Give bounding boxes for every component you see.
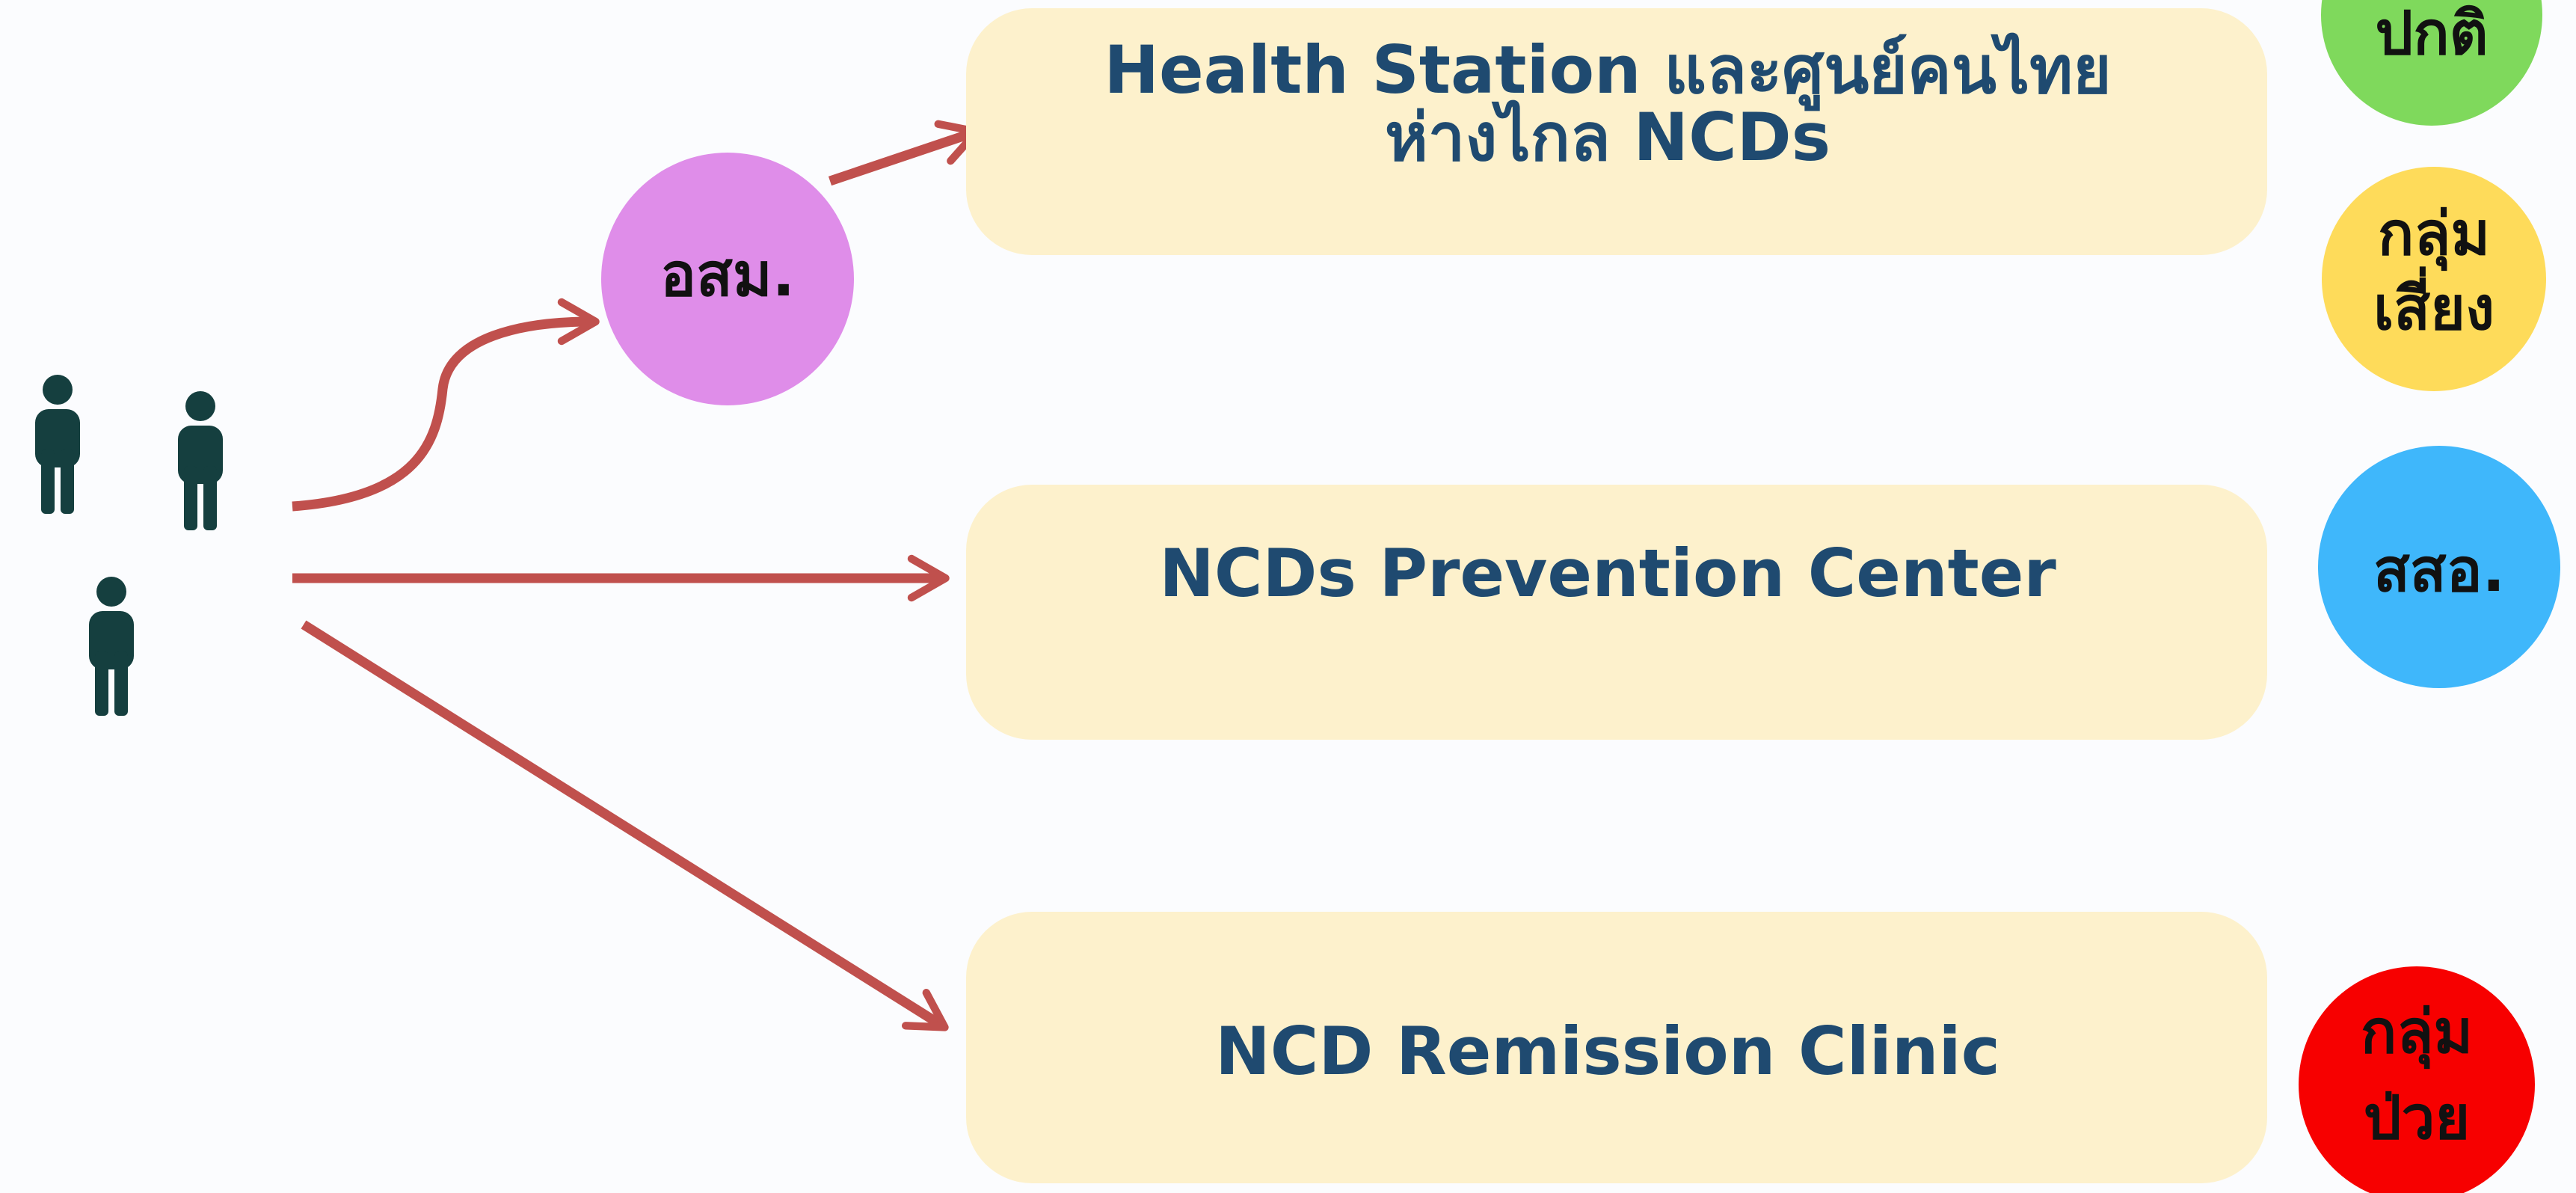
badge-label: สสอ. xyxy=(2373,536,2505,605)
badge xyxy=(2318,446,2560,688)
badge xyxy=(2299,966,2535,1193)
badge xyxy=(2322,167,2546,391)
person-icon xyxy=(35,375,80,514)
arrow xyxy=(292,298,600,512)
badge-label: กลุ่ม xyxy=(2361,997,2473,1070)
badge-label: เสี่ยง xyxy=(2373,266,2494,343)
box-text: NCDs Prevention Center xyxy=(1159,535,2056,612)
person-icon xyxy=(89,577,134,716)
service-box xyxy=(966,8,2267,255)
person-icon xyxy=(178,391,223,530)
badge-label: ป่วย xyxy=(2364,1083,2471,1153)
arrow xyxy=(828,120,981,186)
badge xyxy=(2321,0,2542,126)
badge-label: กลุ่ม xyxy=(2378,199,2490,272)
service-box xyxy=(966,485,2267,740)
volunteer-circle xyxy=(601,153,854,405)
service-box xyxy=(966,912,2267,1183)
box-text: NCD Remission Clinic xyxy=(1215,1013,2000,1090)
volunteer-label: อสม. xyxy=(660,240,795,310)
box-text: ห่างไกล NCDs xyxy=(1385,99,1830,176)
people xyxy=(35,375,223,716)
arrow xyxy=(301,620,949,1031)
badge-label: ปกติ xyxy=(2375,0,2488,68)
box-text: Health Station และศูนย์คนไทย xyxy=(1104,31,2111,111)
